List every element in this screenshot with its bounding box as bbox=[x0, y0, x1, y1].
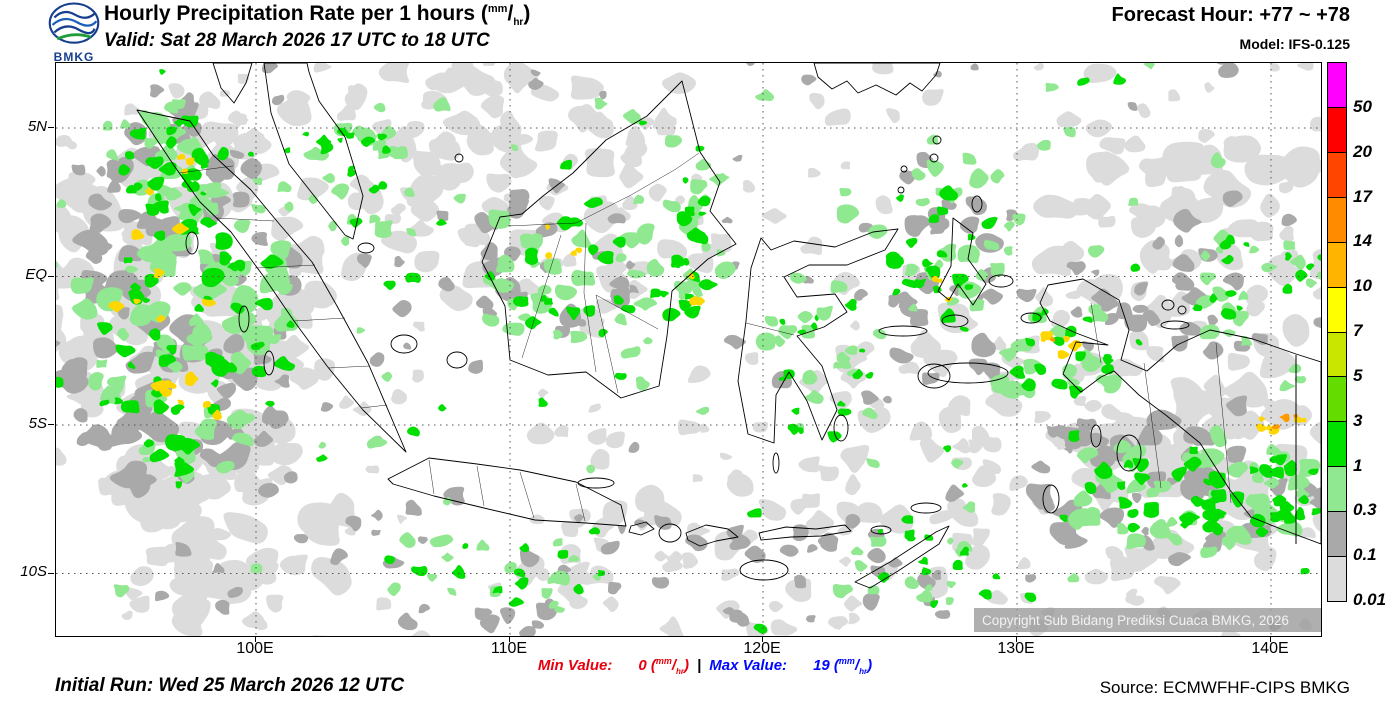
legend-value-label: 3 bbox=[1353, 410, 1363, 430]
legend-color-cell bbox=[1328, 197, 1346, 243]
legend-color-cell bbox=[1328, 422, 1346, 468]
legend-value-label: 17 bbox=[1353, 186, 1372, 206]
max-value: 19 (mm/hr) bbox=[813, 656, 873, 676]
lat-label-eq: EQ bbox=[25, 266, 47, 283]
lon-tick bbox=[1270, 636, 1271, 642]
minmax-divider: | bbox=[697, 657, 702, 674]
model-label: Model: IFS-0.125 bbox=[1239, 36, 1350, 52]
lon-label-130e: 130E bbox=[997, 640, 1035, 657]
legend-value-label: 20 bbox=[1353, 141, 1372, 161]
legend-color-cell bbox=[1328, 242, 1346, 288]
bmkg-logo-label: BMKG bbox=[53, 50, 95, 64]
legend-value-label: 50 bbox=[1353, 96, 1372, 116]
max-value-label: Max Value: bbox=[709, 657, 788, 674]
bmkg-logo: BMKG bbox=[46, 1, 102, 64]
lon-label-140e: 140E bbox=[1251, 640, 1289, 657]
legend-value-label: 1 bbox=[1353, 455, 1363, 475]
page-title: Hourly Precipitation Rate per 1 hours (m… bbox=[104, 2, 531, 29]
lat-label-10s: 10S bbox=[20, 563, 47, 580]
legend-color-cell bbox=[1328, 332, 1346, 378]
min-value: 0 (mm/hr) bbox=[638, 656, 690, 676]
lon-tick bbox=[762, 636, 763, 642]
precipitation-map: Copyright Sub Bidang Prediksi Cuaca BMKG… bbox=[56, 63, 1321, 636]
legend-value-label: 0.01 bbox=[1353, 590, 1387, 609]
legend-value-label: 0.3 bbox=[1353, 500, 1377, 520]
legend-value-label: 7 bbox=[1353, 321, 1363, 340]
lat-tick bbox=[48, 572, 54, 574]
lon-label-100e: 100E bbox=[236, 640, 274, 657]
legend-color-cell bbox=[1328, 63, 1346, 108]
lat-label-5s: 5S bbox=[28, 415, 47, 432]
bmkg-logo-icon bbox=[48, 2, 100, 44]
map-frame: Copyright Sub Bidang Prediksi Cuaca BMKG… bbox=[55, 62, 1322, 637]
precipitation-colorbar bbox=[1327, 62, 1347, 602]
minmax-values: Min Value: 0 (mm/hr) | Max Value: 19 (mm/hr) bbox=[470, 656, 940, 676]
legend-value-label: 10 bbox=[1353, 276, 1372, 296]
lon-label-120e: 120E bbox=[743, 640, 781, 657]
legend-value-label: 0.1 bbox=[1353, 545, 1377, 565]
legend-value-label: 14 bbox=[1353, 231, 1372, 251]
legend-color-cell bbox=[1328, 377, 1346, 423]
legend-color-cell bbox=[1328, 512, 1346, 558]
lat-label-5n: 5N bbox=[27, 118, 47, 135]
min-value-label: Min Value: bbox=[537, 657, 613, 674]
lon-label-110e: 110E bbox=[490, 640, 528, 657]
legend-color-cell bbox=[1328, 107, 1346, 153]
lon-tick bbox=[255, 636, 256, 642]
lat-tick bbox=[48, 424, 54, 425]
source-label: Source: ECMWFHF-CIPS BMKG bbox=[1099, 678, 1350, 697]
lon-tick bbox=[1016, 636, 1017, 642]
legend-color-cell bbox=[1328, 557, 1346, 602]
legend-color-cell bbox=[1328, 467, 1346, 513]
valid-time-label: Valid: Sat 28 March 2026 17 UTC to 18 UT… bbox=[104, 30, 490, 51]
forecast-hour-label: Forecast Hour: +77 ~ +78 bbox=[1111, 4, 1350, 26]
legend-color-cell bbox=[1328, 152, 1346, 198]
legend-color-cell bbox=[1328, 287, 1346, 333]
map-copyright: Copyright Sub Bidang Prediksi Cuaca BMKG… bbox=[982, 613, 1289, 628]
initial-run-label: Initial Run: Wed 25 March 2026 12 UTC bbox=[55, 675, 405, 696]
legend-value-label: 5 bbox=[1353, 365, 1363, 385]
lat-tick bbox=[48, 275, 54, 277]
lon-tick bbox=[509, 636, 510, 642]
lat-tick bbox=[48, 127, 54, 128]
